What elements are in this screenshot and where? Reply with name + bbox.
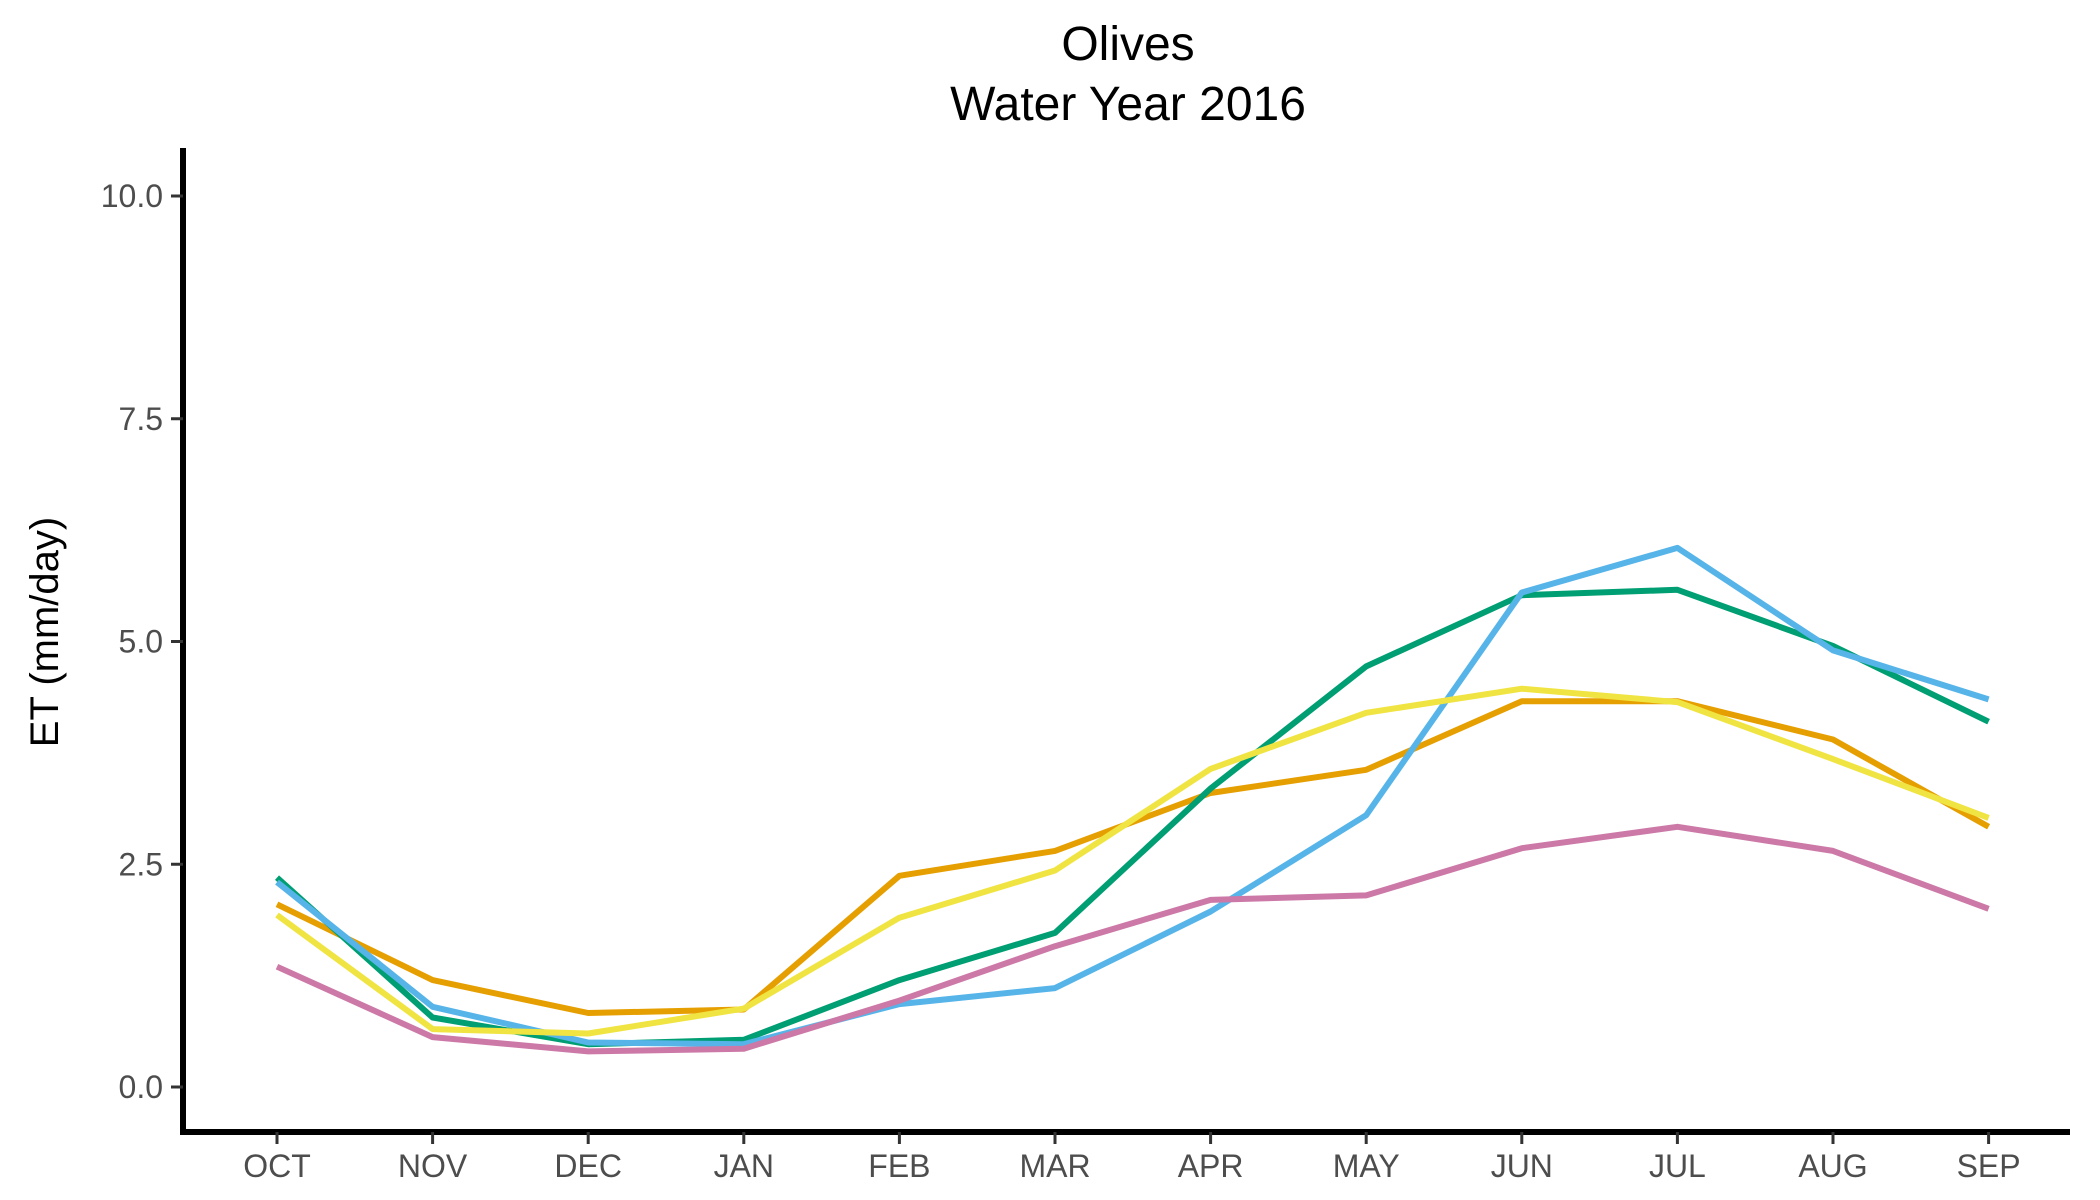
x-tick-label: FEB: [868, 1148, 930, 1184]
series-layer: [274, 544, 1991, 1055]
y-tick-label: 10.0: [101, 178, 163, 214]
x-tick-label: MAR: [1019, 1148, 1090, 1184]
chart-title-line-2: Water Year 2016: [950, 78, 1306, 131]
series-line-2: [274, 586, 1990, 1048]
x-tick-label: APR: [1178, 1148, 1244, 1184]
x-tick-label: AUG: [1798, 1148, 1867, 1184]
x-tick-label: JUN: [1491, 1148, 1553, 1184]
chart-title-line-1: Olives: [1061, 18, 1194, 71]
y-tick-label: 2.5: [119, 846, 163, 882]
y-axis-label: ET (mm/day): [23, 517, 67, 747]
series-line-4: [275, 685, 1990, 1037]
x-axis-ticks: OCT NOV DEC JAN FEB MAR APR MAY JUN JUL AUG SEP: [243, 1132, 2021, 1184]
x-tick-label: SEP: [1957, 1148, 2021, 1184]
series-line-3: [275, 544, 1990, 1048]
x-tick-label: OCT: [243, 1148, 311, 1184]
y-tick-label: 7.5: [119, 401, 163, 437]
y-tick-label: 0.0: [119, 1069, 163, 1105]
y-axis-ticks: 0.0 2.5 5.0 7.5 10.0: [101, 178, 183, 1105]
x-tick-label: JUL: [1649, 1148, 1706, 1184]
series-line-5: [275, 823, 1990, 1055]
x-tick-label: DEC: [554, 1148, 622, 1184]
x-tick-label: JAN: [714, 1148, 774, 1184]
x-tick-label: NOV: [398, 1148, 468, 1184]
x-tick-label: MAY: [1333, 1148, 1400, 1184]
y-tick-label: 5.0: [119, 624, 163, 660]
